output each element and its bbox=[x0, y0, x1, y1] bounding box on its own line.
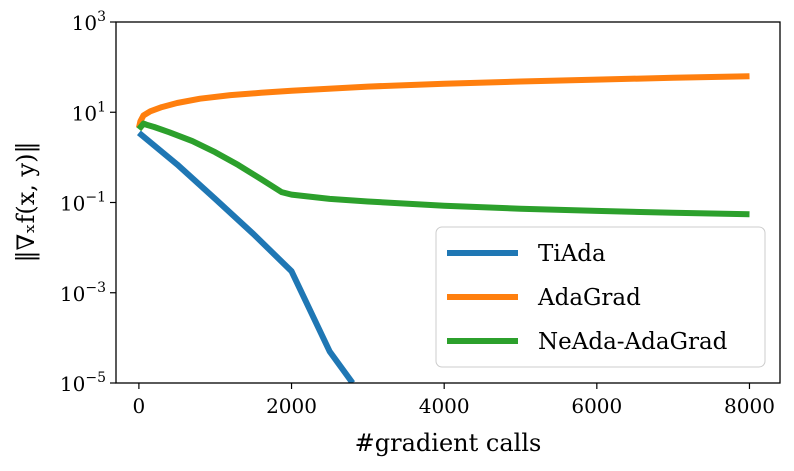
legend: TiAda AdaGrad NeAda-AdaGrad bbox=[435, 226, 766, 368]
y-tick-label: 10−3 bbox=[60, 280, 106, 306]
y-tick-label: 10−5 bbox=[60, 370, 106, 396]
legend-label: AdaGrad bbox=[537, 285, 641, 311]
y-axis-title: ‖∇ₓf(x, y)‖ bbox=[12, 142, 41, 263]
y-axis: 10−5 10−3 10−1 101 103 bbox=[60, 9, 116, 396]
y-tick-label: 10−1 bbox=[60, 190, 106, 216]
x-tick-label: 0 bbox=[133, 394, 146, 418]
x-axis-title: #gradient calls bbox=[355, 429, 542, 457]
series-layer bbox=[135, 73, 750, 383]
legend-label: NeAda-AdaGrad bbox=[538, 329, 728, 355]
series-line-neada-adagrad bbox=[136, 120, 750, 218]
legend-label: TiAda bbox=[538, 241, 606, 267]
y-tick-label: 103 bbox=[72, 9, 106, 35]
x-tick-label: 6000 bbox=[571, 394, 622, 418]
x-tick-label: 4000 bbox=[419, 394, 470, 418]
legend-frame bbox=[435, 226, 766, 368]
x-axis: 0 2000 4000 6000 8000 bbox=[133, 383, 775, 418]
y-tick-label: 101 bbox=[72, 99, 106, 125]
series-line-adagrad bbox=[135, 73, 750, 129]
x-tick-label: 8000 bbox=[724, 394, 775, 418]
series-line-tiada bbox=[136, 130, 356, 383]
x-tick-label: 2000 bbox=[266, 394, 317, 418]
